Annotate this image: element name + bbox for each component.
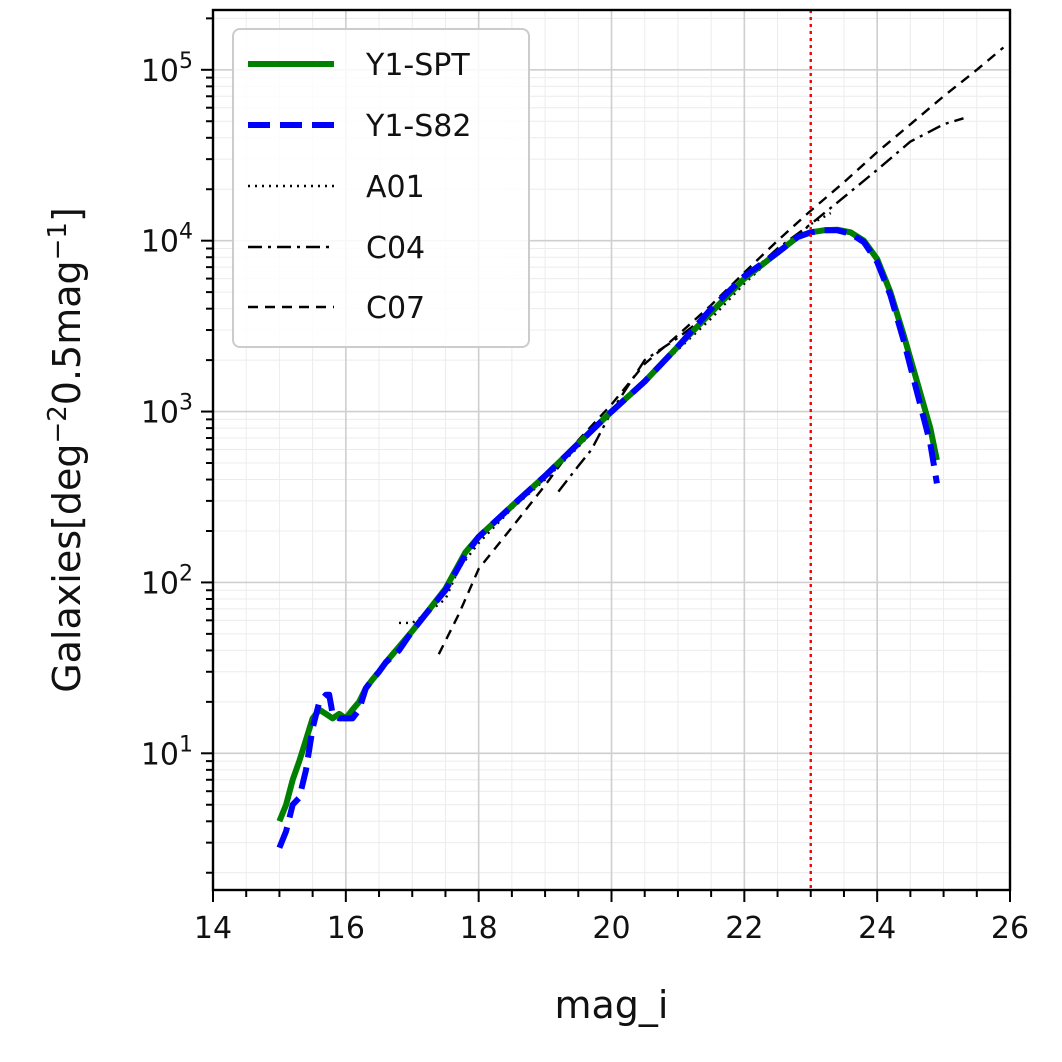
- legend-label: C04: [366, 231, 425, 266]
- y-tick-label: 105: [141, 49, 193, 89]
- x-tick-label: 14: [194, 911, 232, 946]
- y-tick-labels: 101 102 103 104 105: [141, 49, 193, 772]
- y-tick-label: 103: [141, 391, 193, 431]
- legend-label: Y1-SPT: [365, 48, 470, 83]
- y-tick-label: 104: [141, 220, 193, 260]
- series-line-y1-s82: [276, 227, 940, 849]
- x-tick-labels: 14 16 18 20 22 24 26: [194, 911, 1029, 946]
- x-axis-label: mag_i: [555, 983, 669, 1027]
- x-tick-label: 26: [991, 911, 1029, 946]
- x-tick-label: 20: [592, 911, 630, 946]
- series-layer: [276, 46, 1005, 849]
- axis-ticks: [201, 17, 1011, 902]
- y-axis-label: Galaxies[deg−20.5mag−1]: [43, 207, 89, 693]
- legend-label: Y1-S82: [365, 109, 471, 144]
- legend-label: C07: [366, 291, 425, 326]
- x-tick-label: 16: [327, 911, 365, 946]
- x-tick-label: 22: [725, 911, 763, 946]
- x-tick-label: 24: [858, 911, 896, 946]
- legend-box: [232, 28, 530, 348]
- legend: Y1-SPT Y1-S82 A01 C04 C07: [232, 28, 530, 348]
- y-tick-label: 101: [141, 732, 193, 772]
- y-tick-label: 102: [141, 561, 193, 601]
- x-tick-label: 18: [460, 911, 498, 946]
- series-line-c04: [557, 117, 964, 493]
- legend-label: A01: [366, 170, 425, 205]
